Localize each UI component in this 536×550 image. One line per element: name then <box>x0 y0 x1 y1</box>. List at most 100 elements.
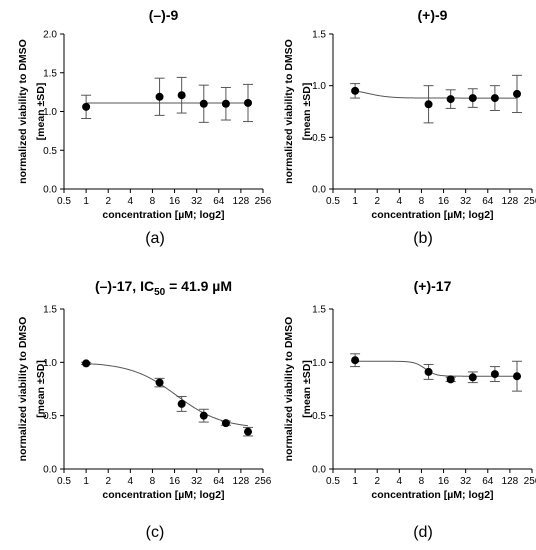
x-axis-label: concentration [µM; log2] <box>371 209 493 221</box>
y-tick-label: 1.0 <box>312 358 326 369</box>
y-tick-label: 1.5 <box>312 305 326 316</box>
panel-caption: (c) <box>146 524 165 541</box>
chart-title: (+)-9 <box>418 7 448 23</box>
chart-title: (–)-9 <box>149 7 179 23</box>
x-tick-label: 64 <box>213 476 225 487</box>
y-axis-label-2: [mean ±SD] <box>35 360 47 418</box>
x-tick-label: 8 <box>150 196 156 207</box>
panel-caption: (b) <box>413 230 433 247</box>
data-point <box>82 359 91 368</box>
chart-title-main: (–)-17, IC <box>95 278 154 294</box>
y-axis-label: normalized viability to DMSO <box>283 39 295 184</box>
data-point <box>244 427 253 436</box>
x-tick-label: 16 <box>438 196 450 207</box>
chart-panel-2: (+)-90.00.51.01.50.51248163264128256conc… <box>283 7 536 247</box>
x-tick-label: 256 <box>524 476 536 487</box>
x-tick-label: 4 <box>128 196 134 207</box>
x-tick-label: 1 <box>352 196 358 207</box>
x-tick-label: 1 <box>352 476 358 487</box>
data-point <box>221 419 230 428</box>
y-tick-label: 1.0 <box>312 81 326 92</box>
x-tick-label: 128 <box>502 476 519 487</box>
fit-curve <box>86 363 249 427</box>
x-tick-label: 16 <box>169 476 181 487</box>
x-tick-label: 4 <box>128 476 134 487</box>
y-axis-label: normalized viability to DMSO <box>17 317 29 462</box>
data-point <box>82 102 91 111</box>
data-point <box>155 92 164 101</box>
x-tick-label: 64 <box>482 476 494 487</box>
data-point <box>177 399 186 408</box>
data-point <box>513 89 522 98</box>
data-point <box>199 411 208 420</box>
data-point <box>490 94 499 103</box>
x-axis-label: concentration [µM; log2] <box>371 489 493 501</box>
data-point <box>244 98 253 107</box>
x-tick-label: 128 <box>502 196 519 207</box>
x-tick-label: 2 <box>374 196 380 207</box>
chart-panel-3: (–)-17, IC50 = 41.9 µM0.00.51.01.50.5 1 2 4… <box>17 278 272 541</box>
chart-panel-4: (+)-170.00.51.01.50.51248163264128256con… <box>283 278 536 541</box>
y-tick-label: 0.0 <box>312 185 326 196</box>
data-point <box>351 356 360 365</box>
y-tick-label: 1.5 <box>43 68 57 79</box>
panel-caption: (d) <box>413 524 433 541</box>
y-axis-label-2: [mean ±SD] <box>301 360 313 418</box>
x-tick-label: 8 <box>419 476 425 487</box>
y-tick-label: 0.0 <box>43 465 57 476</box>
x-tick-label: 32 <box>191 476 203 487</box>
data-point <box>490 370 499 379</box>
x-tick-label: 0.5 <box>57 196 71 207</box>
x-tick-label: 2 <box>374 476 380 487</box>
chart-title-tail: = 41.9 µM <box>165 278 232 294</box>
x-tick-label: 8 <box>150 476 156 487</box>
data-point <box>446 95 455 104</box>
y-tick-label: 1.0 <box>43 358 57 369</box>
x-tick-label: 16 <box>438 476 450 487</box>
panel-caption: (a) <box>145 230 165 247</box>
x-tick-label: 0.5 <box>326 476 340 487</box>
y-tick-label: 0.5 <box>312 411 326 422</box>
data-point <box>221 99 230 108</box>
data-point <box>424 367 433 376</box>
data-point <box>155 378 164 387</box>
data-point <box>199 99 208 108</box>
x-tick-label: 128 <box>233 476 250 487</box>
y-tick-label: 0.5 <box>43 411 57 422</box>
y-tick-label: 0.0 <box>43 185 57 196</box>
y-tick-label: 0.0 <box>312 465 326 476</box>
y-tick-label: 0.5 <box>43 146 57 157</box>
data-point <box>468 94 477 103</box>
data-point <box>446 375 455 384</box>
y-axis-label-2: [mean ±SD] <box>35 83 47 141</box>
y-axis-label-2: [mean ±SD] <box>301 83 313 141</box>
x-tick-label: 0.5 <box>326 196 340 207</box>
x-tick-label: 4 <box>397 476 403 487</box>
y-axis-label: normalized viability to DMSO <box>283 317 295 462</box>
x-tick-label: 64 <box>482 196 494 207</box>
fit-curve <box>355 90 518 99</box>
x-tick-label: 8 <box>419 196 425 207</box>
x-tick-label: 4 <box>397 196 403 207</box>
x-tick-label: 256 <box>524 196 536 207</box>
x-tick-label: 16 <box>169 196 181 207</box>
chart-title-subscript: 50 <box>154 287 166 298</box>
data-point <box>513 372 522 381</box>
y-tick-label: 1.5 <box>312 30 326 41</box>
y-tick-label: 1.0 <box>43 107 57 118</box>
x-tick-label: 32 <box>191 196 203 207</box>
data-point <box>351 86 360 95</box>
y-axis-label: normalized viability to DMSO <box>17 39 29 184</box>
x-tick-label: 256 <box>255 476 272 487</box>
data-point <box>177 91 186 100</box>
fit-curve <box>355 360 518 377</box>
x-tick-label: 1 <box>83 196 89 207</box>
x-tick-label: 32 <box>460 476 472 487</box>
data-point <box>424 100 433 109</box>
x-axis-label: concentration [µM; log2] <box>102 489 224 501</box>
y-tick-label: 0.5 <box>312 133 326 144</box>
data-point <box>468 373 477 382</box>
chart-panel-1: (–)-90.00.51.01.52.00.5 1 2 4 8 16 32 64 128 256c… <box>17 7 272 247</box>
